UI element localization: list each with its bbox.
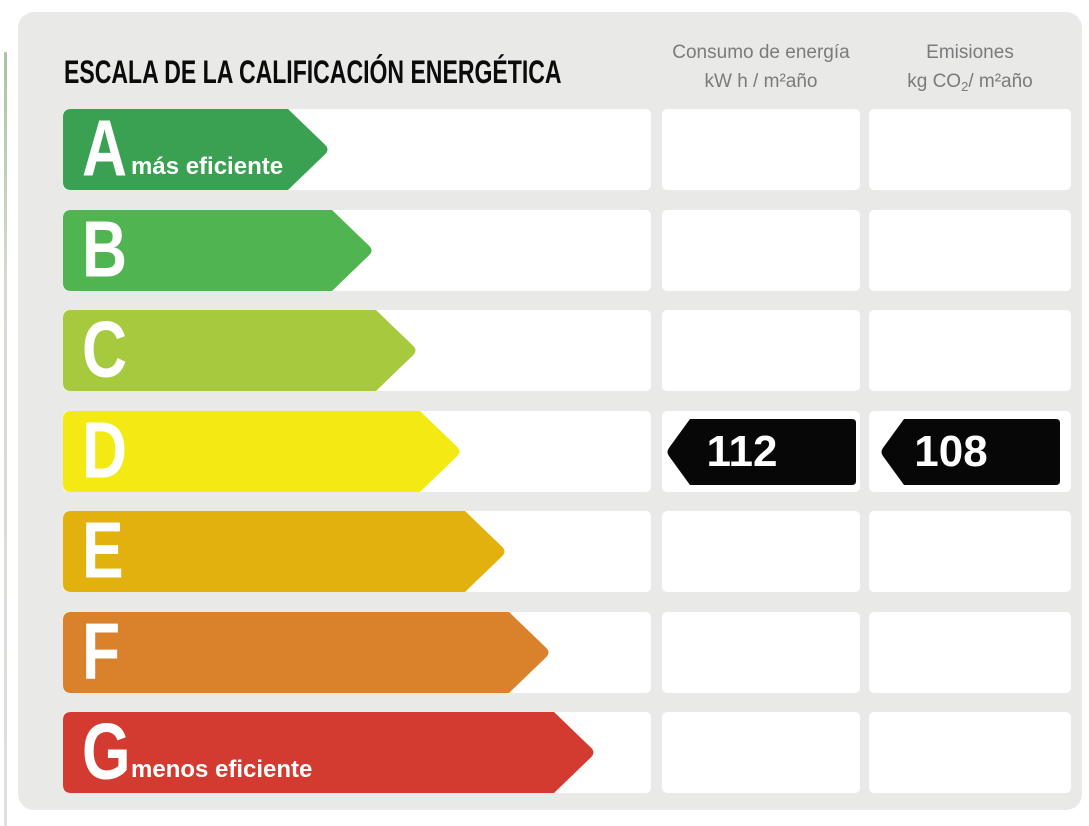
emisiones-header-unit: kg CO2/ m²año	[869, 67, 1071, 97]
grade-arrow-shape-path	[63, 712, 594, 793]
grade-arrow-shape-path	[63, 511, 505, 592]
scan-artifact-line	[4, 52, 7, 826]
grade-letter: C	[82, 303, 128, 393]
consumo-cell	[662, 612, 860, 693]
emisiones-cell: 108	[869, 411, 1071, 492]
grade-arrow-d: D	[63, 404, 462, 494]
emisiones-cell	[869, 310, 1071, 391]
grade-arrow-f: F	[63, 605, 551, 695]
grade-note: más eficiente	[131, 153, 284, 180]
grade-arrow-shape	[63, 310, 416, 391]
consumo-cell	[662, 210, 860, 291]
grade-arrow-shape	[63, 612, 549, 693]
grade-arrow-shape	[63, 109, 328, 190]
consumo-value-badge-arrow-path	[667, 418, 856, 485]
page-title: ESCALA DE LA CALIFICACIÓN ENERGÉTICA	[64, 54, 562, 90]
consumo-header-unit: kW h / m²año	[704, 71, 818, 92]
consumo-column-header: Consumo de energía kW h / m²año	[662, 38, 860, 96]
consumo-cell	[662, 109, 860, 190]
emisiones-unit-post: / m²año	[968, 71, 1033, 92]
consumo-header-line1: Consumo de energía	[672, 42, 850, 63]
emisiones-unit-sub: 2	[961, 79, 969, 94]
grade-letter: D	[82, 404, 128, 494]
emisiones-cell	[869, 109, 1071, 190]
grade-arrow-shape-path	[63, 210, 372, 291]
rating-row-e: E	[18, 504, 1082, 594]
grade-arrow-shape	[63, 511, 505, 592]
badge-value: 108	[914, 426, 988, 476]
consumo-cell	[662, 310, 860, 391]
emisiones-cell	[869, 612, 1071, 693]
label-card: ESCALA DE LA CALIFICACIÓN ENERGÉTICA Con…	[18, 12, 1082, 810]
grade-arrow-shape	[63, 210, 372, 291]
grade-letter: F	[82, 605, 121, 695]
emisiones-value-badge-arrow-path	[881, 418, 1060, 485]
rating-row-b: B	[18, 203, 1082, 293]
consumo-cell: 112	[662, 411, 860, 492]
grade-letter: E	[82, 504, 124, 594]
emisiones-unit-pre: kg CO	[907, 71, 962, 92]
grade-arrow-shape	[63, 712, 594, 793]
emisiones-cell	[869, 210, 1071, 291]
emisiones-cell	[869, 712, 1071, 793]
emisiones-header-line1: Emisiones	[926, 42, 1014, 63]
grade-arrow-c: C	[63, 303, 418, 393]
grade-arrow-e: E	[63, 504, 507, 594]
grade-arrow-shape	[63, 411, 460, 492]
rating-row-f: F	[18, 605, 1082, 695]
grade-arrow-shape-path	[63, 612, 549, 693]
consumo-cell	[662, 511, 860, 592]
grade-arrow-b: B	[63, 203, 374, 293]
emisiones-column-header: Emisiones kg CO2/ m²año	[869, 38, 1071, 97]
grade-arrow-shape-path	[63, 310, 416, 391]
consumo-cell	[662, 712, 860, 793]
grade-letter: B	[82, 203, 128, 293]
grade-arrow-shape-path	[63, 109, 328, 190]
grade-arrow-shape-path	[63, 411, 460, 492]
badge-value: 112	[706, 426, 778, 476]
emisiones-value-badge: 108	[880, 418, 1060, 485]
rating-row-d: D 112 108	[18, 404, 1082, 494]
grade-letter: A	[82, 102, 128, 192]
consumo-value-badge-arrow	[667, 418, 856, 485]
grade-letter: G	[82, 705, 131, 795]
rating-row-c: C	[18, 303, 1082, 393]
emisiones-value-badge-arrow	[881, 418, 1060, 485]
grade-note: menos eficiente	[131, 756, 313, 783]
consumo-value-badge: 112	[666, 418, 856, 485]
emisiones-cell	[869, 511, 1071, 592]
